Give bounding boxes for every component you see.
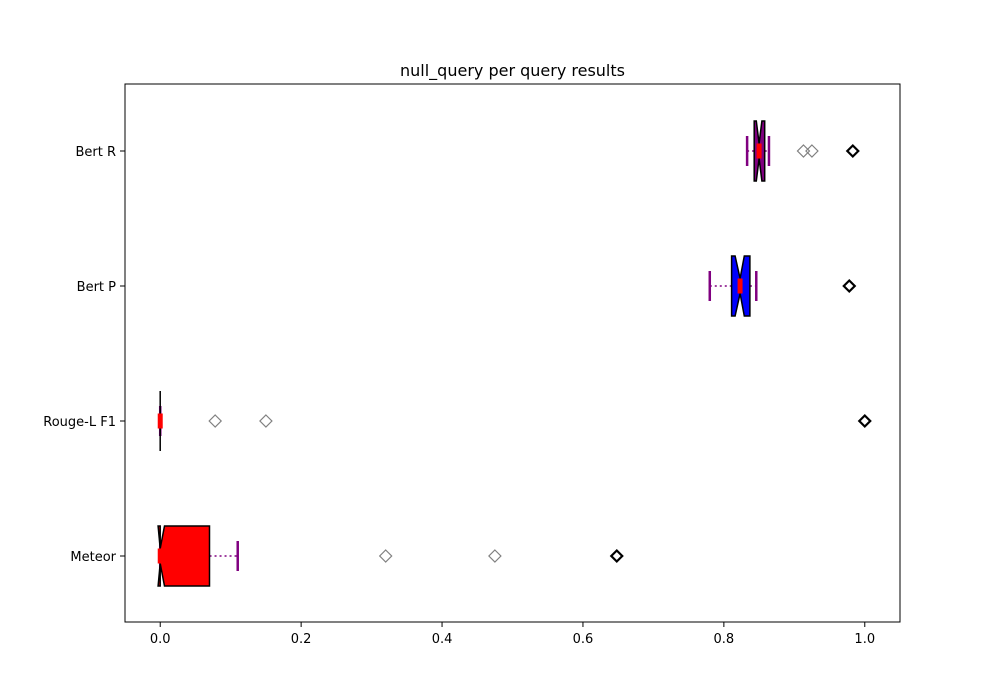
chart-title: null_query per query results	[400, 61, 625, 81]
y-tick-label: Bert R	[75, 145, 116, 160]
x-tick-label: 0.4	[432, 632, 453, 647]
outlier-point	[805, 144, 819, 158]
outlier-point	[378, 549, 393, 563]
box	[157, 525, 211, 587]
x-tick-label: 0.6	[573, 632, 594, 647]
x-tick-label: 0.8	[714, 632, 735, 647]
outlier-point	[208, 414, 223, 428]
max-point	[609, 548, 624, 564]
y-tick-label: Meteor	[70, 550, 116, 565]
max-point	[857, 413, 872, 429]
plot-area-frame	[124, 83, 901, 623]
outlier-point	[796, 144, 811, 158]
x-tick-label: 1.0	[854, 632, 875, 647]
plot-marks: 0.0 0.2 0.4 0.6 0.8 1.0 Meteor Rouge-L F1 Bert P…	[43, 120, 875, 647]
max-point	[842, 278, 857, 294]
max-point	[845, 143, 860, 159]
outlier-point	[488, 549, 502, 563]
y-tick-label: Rouge-L F1	[43, 415, 116, 430]
x-tick-label: 0.2	[291, 632, 312, 647]
outlier-point	[259, 414, 273, 428]
y-tick-label: Bert P	[77, 280, 116, 295]
x-tick-label: 0.0	[150, 632, 171, 647]
